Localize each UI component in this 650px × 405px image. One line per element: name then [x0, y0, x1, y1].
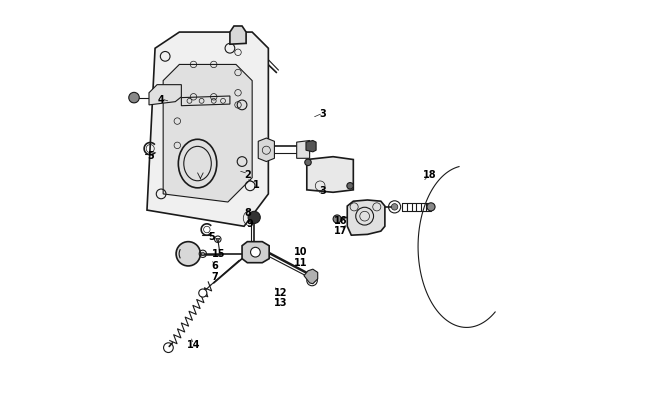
Text: 1: 1 — [253, 179, 259, 189]
Text: 13: 13 — [274, 298, 287, 307]
Text: 5: 5 — [147, 151, 153, 161]
Polygon shape — [216, 239, 220, 243]
Circle shape — [202, 253, 205, 256]
Text: 16: 16 — [335, 216, 348, 226]
Polygon shape — [149, 85, 181, 106]
Polygon shape — [258, 139, 274, 162]
Text: 17: 17 — [335, 226, 348, 236]
Text: 5: 5 — [209, 232, 215, 242]
Circle shape — [176, 242, 200, 266]
Circle shape — [347, 183, 354, 190]
Polygon shape — [306, 141, 316, 152]
Circle shape — [250, 248, 260, 258]
Circle shape — [427, 203, 435, 211]
Polygon shape — [296, 141, 309, 159]
Text: 6: 6 — [211, 260, 218, 270]
Text: 9: 9 — [247, 219, 254, 228]
Polygon shape — [230, 27, 246, 45]
Text: 11: 11 — [294, 257, 307, 267]
Text: 15: 15 — [213, 248, 226, 258]
Text: 8: 8 — [244, 208, 251, 217]
Polygon shape — [304, 269, 318, 284]
Circle shape — [248, 212, 260, 224]
Text: 3: 3 — [320, 185, 326, 195]
Circle shape — [199, 289, 207, 297]
Text: 18: 18 — [422, 170, 436, 180]
Polygon shape — [163, 65, 252, 202]
Polygon shape — [242, 242, 269, 263]
Polygon shape — [147, 33, 268, 227]
Text: 14: 14 — [187, 339, 200, 350]
Text: 4: 4 — [158, 95, 164, 104]
Text: 2: 2 — [245, 169, 252, 179]
Text: 10: 10 — [294, 247, 307, 257]
Text: 7: 7 — [211, 271, 218, 281]
Circle shape — [333, 215, 341, 224]
Text: 12: 12 — [274, 287, 287, 297]
Circle shape — [307, 273, 316, 281]
Polygon shape — [307, 157, 354, 193]
Circle shape — [391, 204, 398, 211]
Circle shape — [305, 160, 311, 166]
Circle shape — [129, 93, 139, 104]
Polygon shape — [181, 97, 230, 107]
Polygon shape — [347, 200, 385, 236]
Text: 3: 3 — [320, 109, 326, 119]
Circle shape — [309, 278, 315, 283]
